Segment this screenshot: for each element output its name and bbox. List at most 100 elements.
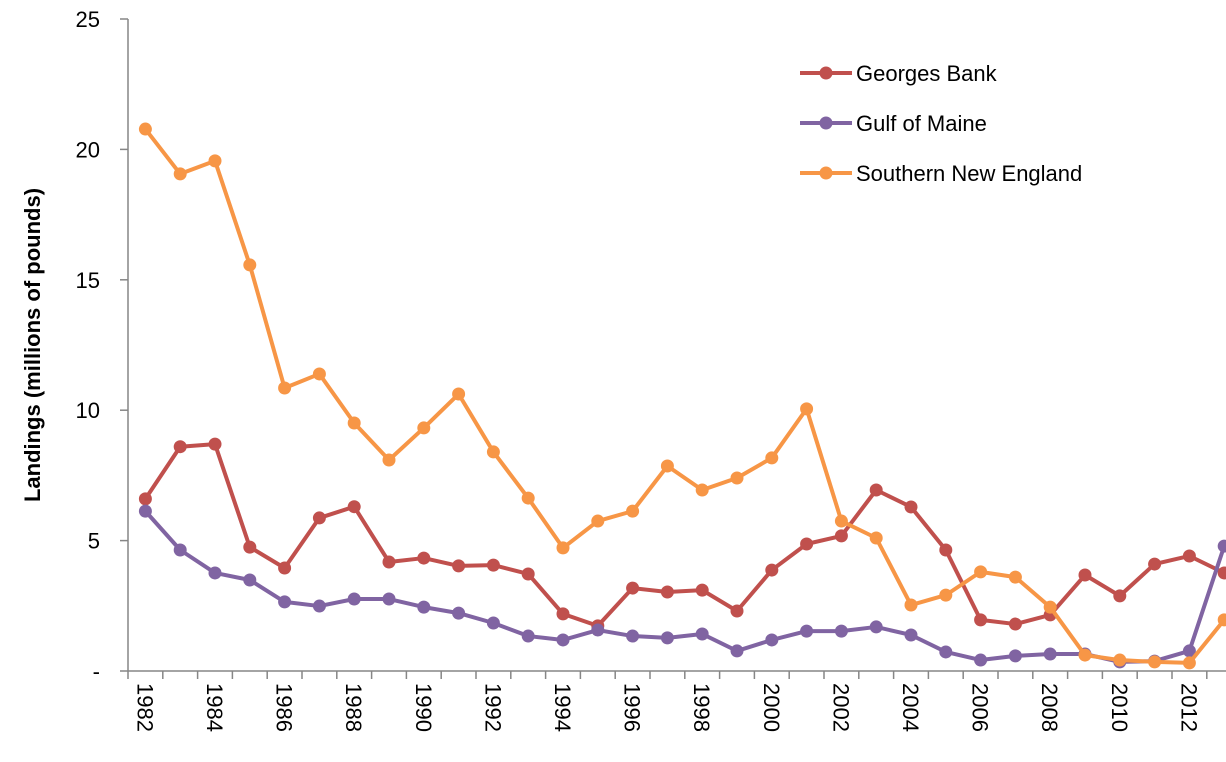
x-tick-label: 1986 [272, 683, 297, 732]
legend-marker [819, 116, 833, 130]
series-marker [138, 492, 152, 506]
series-marker [939, 645, 953, 659]
series-marker [660, 631, 674, 645]
series-line [143, 127, 1226, 665]
y-tick-label: 20 [76, 137, 100, 162]
legend-marker [819, 166, 833, 180]
series-marker [730, 471, 744, 485]
series-marker [591, 623, 605, 637]
series-marker [417, 551, 431, 565]
x-tick-label: 2010 [1107, 683, 1132, 732]
series-marker [1217, 613, 1226, 627]
series-marker [208, 566, 222, 580]
series-marker [243, 573, 257, 587]
series-marker [312, 599, 326, 613]
series-marker [591, 514, 605, 528]
series-marker [1078, 648, 1092, 662]
series-marker [452, 559, 466, 573]
series-marker [486, 616, 500, 630]
series-marker [730, 644, 744, 658]
series-marker [695, 627, 709, 641]
series-marker [278, 595, 292, 609]
legend-label: Georges Bank [856, 61, 998, 86]
x-tick-label: 2008 [1037, 683, 1062, 732]
series-marker [800, 624, 814, 638]
series-marker [1182, 656, 1196, 670]
series-marker [1182, 549, 1196, 563]
series-marker [660, 585, 674, 599]
series-marker [834, 624, 848, 638]
series-marker [626, 629, 640, 643]
series-marker [556, 541, 570, 555]
series-marker [834, 514, 848, 528]
series-marker [869, 531, 883, 545]
series-marker [486, 558, 500, 572]
series-marker [138, 504, 152, 518]
series-marker [1043, 647, 1057, 661]
series-marker [974, 565, 988, 579]
series-marker [347, 500, 361, 514]
series-marker [556, 633, 570, 647]
x-tick-label: 1988 [341, 683, 366, 732]
series-marker [904, 628, 918, 642]
series-marker [347, 416, 361, 430]
series-marker [730, 604, 744, 618]
series-marker [278, 561, 292, 575]
series-marker [173, 167, 187, 181]
series-marker [974, 653, 988, 667]
x-tick-label: 2006 [968, 683, 993, 732]
series-marker [695, 483, 709, 497]
series-marker [417, 421, 431, 435]
x-tick-label: 1996 [620, 683, 645, 732]
y-tick-label: 10 [76, 398, 100, 423]
series-marker [1182, 644, 1196, 658]
series-marker [382, 592, 396, 606]
x-tick-label: 2002 [828, 683, 853, 732]
series-marker [1217, 566, 1226, 580]
x-tick-label: 2012 [1176, 683, 1201, 732]
series-marker [243, 258, 257, 272]
x-tick-label: 1998 [689, 683, 714, 732]
legend-label: Gulf of Maine [856, 111, 987, 136]
x-tick-label: 1984 [202, 683, 227, 732]
series-marker [382, 555, 396, 569]
series-marker [765, 563, 779, 577]
series-marker [765, 451, 779, 465]
series-marker [1113, 653, 1127, 667]
x-tick-label: 2000 [759, 683, 784, 732]
y-tick-label: 15 [76, 268, 100, 293]
series-marker [939, 543, 953, 557]
legend-marker [819, 66, 833, 80]
series-marker [452, 387, 466, 401]
series-marker [486, 445, 500, 459]
series-marker [208, 437, 222, 451]
series-marker [974, 613, 988, 627]
series-marker [173, 543, 187, 557]
y-tick-label: - [93, 659, 100, 684]
series-marker [869, 483, 883, 497]
series-marker [695, 583, 709, 597]
series-marker [173, 440, 187, 454]
series-marker [208, 154, 222, 168]
series-marker [1148, 655, 1162, 669]
series-marker [347, 592, 361, 606]
series-marker [1008, 617, 1022, 631]
series-marker [660, 459, 674, 473]
series-marker [521, 567, 535, 581]
series-marker [312, 367, 326, 381]
y-tick-label: 25 [76, 7, 100, 32]
legend-label: Southern New England [856, 161, 1082, 186]
series-marker [800, 537, 814, 551]
series-marker [521, 629, 535, 643]
series-marker [626, 581, 640, 595]
series-marker [626, 504, 640, 518]
series-marker [765, 633, 779, 647]
x-tick-label: 1992 [480, 683, 505, 732]
series-marker [1008, 649, 1022, 663]
series-marker [1078, 568, 1092, 582]
x-tick-label: 1982 [132, 683, 157, 732]
series-marker [556, 607, 570, 621]
series-marker [1043, 600, 1057, 614]
series-marker [939, 588, 953, 602]
